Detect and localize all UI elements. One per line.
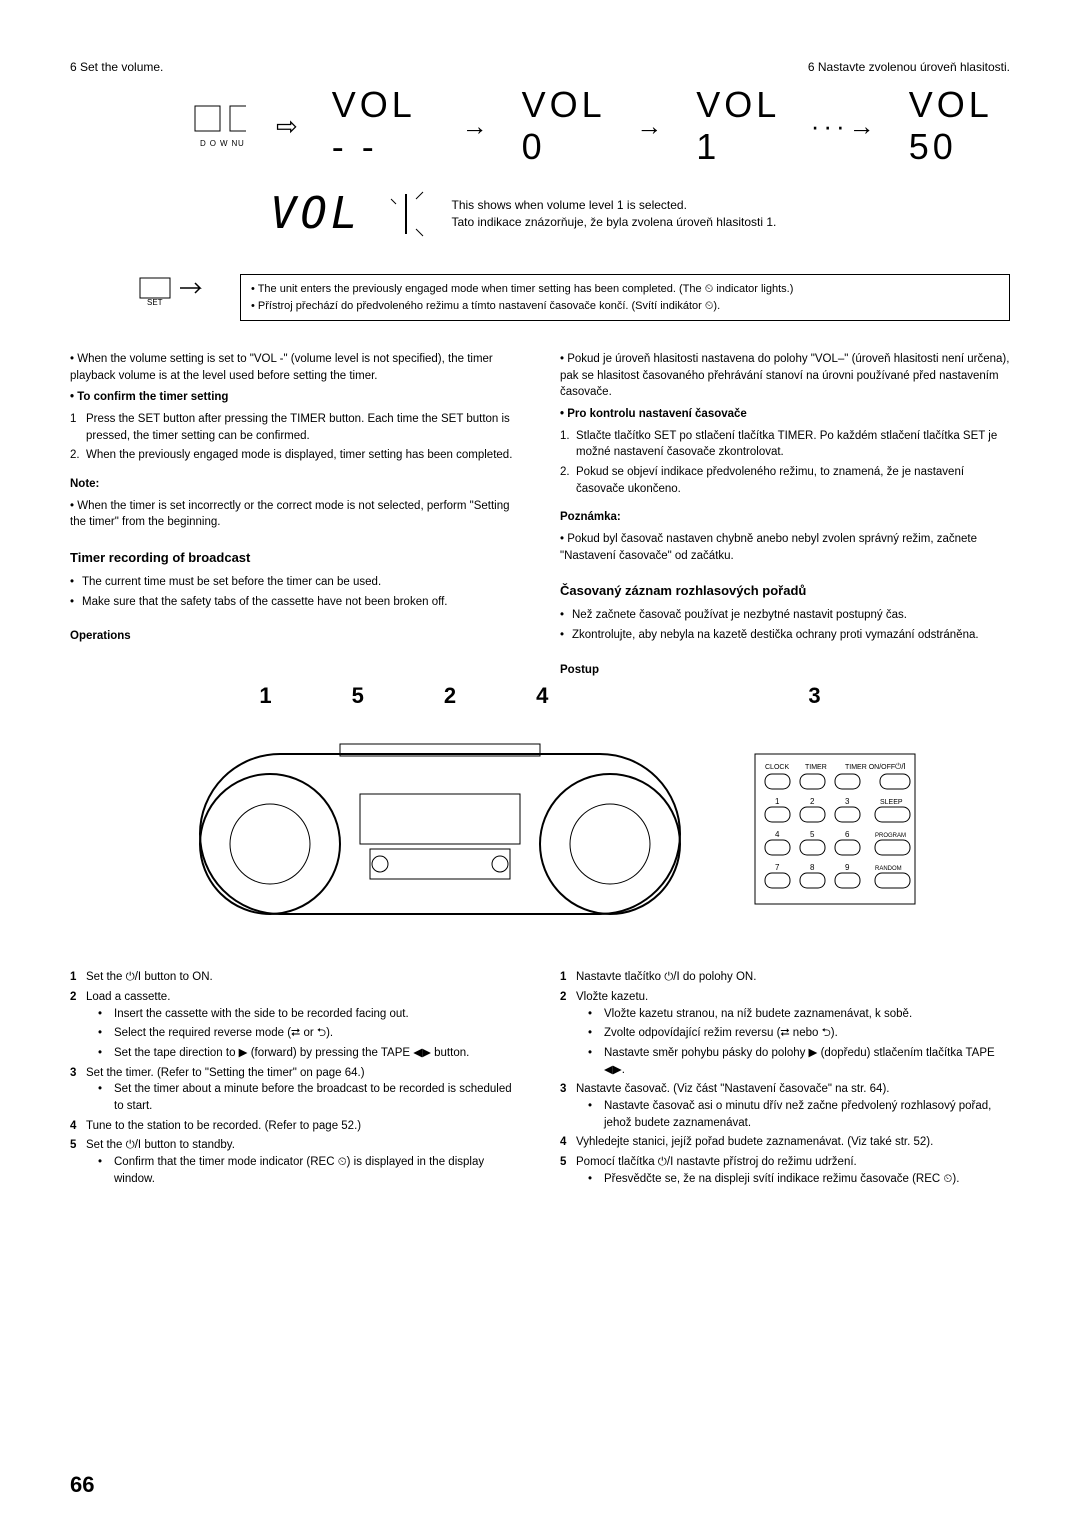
left-note-h: Note: <box>70 476 520 493</box>
vol-indicator-icon <box>381 189 431 239</box>
right-note-h: Poznámka: <box>560 509 1010 526</box>
rs4: Vyhledejte stanici, jejíž pořad budete z… <box>576 1136 933 1148</box>
step-6-right: 6 Nastavte zvolenou úroveň hlasitosti. <box>808 60 1010 74</box>
device-diagram-section: 1 5 2 4 3 CLOCK TIMER TIMER ON/OFF⏻/I 1 2 3 S… <box>70 683 1010 939</box>
ls5a: Confirm that the timer mode indicator (R… <box>98 1154 520 1187</box>
page-number: 66 <box>70 1472 94 1498</box>
right-ops: Postup <box>560 662 1010 679</box>
left-b2: Make sure that the safety tabs of the ca… <box>70 594 520 611</box>
left-l1: 1Press the SET button after pressing the… <box>70 411 520 444</box>
dn-1: 1 <box>259 683 271 709</box>
left-steps: 1Set the ⏻/I button to ON. 2Load a casse… <box>70 969 520 1190</box>
right-h2: Časovaný záznam rozhlasových pořadů <box>560 582 1010 601</box>
ls2a: Insert the cassette with the side to be … <box>98 1006 520 1023</box>
right-l1: 1.Stlačte tlačítko SET po stlačení tlačí… <box>560 428 1010 461</box>
svg-text:RANDOM: RANDOM <box>875 866 902 872</box>
right-column: • Pokud je úroveň hlasitosti nastavena d… <box>560 351 1010 683</box>
right-b2: Zkontrolujte, aby nebyla na kazetě desti… <box>560 627 1010 644</box>
dn-4: 4 <box>536 683 548 709</box>
rs2c: Nastavte směr pohybu pásky do polohy ▶ (… <box>588 1045 1010 1078</box>
left-ops: Operations <box>70 628 520 645</box>
left-b1: The current time must be set before the … <box>70 574 520 591</box>
rs2b: Zvolte odpovídající režim reversu (⮂ neb… <box>588 1025 1010 1042</box>
ls2b: Select the required reverse mode (⮂ or ⮌… <box>98 1025 520 1042</box>
svg-text:8: 8 <box>810 863 815 872</box>
right-h1: • Pro kontrolu nastavení časovače <box>560 406 1010 423</box>
svg-text:UP: UP <box>238 139 246 148</box>
left-column: • When the volume setting is set to "VOL… <box>70 351 520 683</box>
rs2: Vložte kazetu. <box>576 991 648 1003</box>
svg-text:CLOCK: CLOCK <box>765 764 789 771</box>
mode-note-box: • The unit enters the previously engaged… <box>240 274 1010 321</box>
svg-text:4: 4 <box>775 830 780 839</box>
svg-text:5: 5 <box>810 830 815 839</box>
right-steps: 1Nastavte tlačítko ⏻/I do polohy ON. 2Vl… <box>560 969 1010 1190</box>
dn-2: 2 <box>444 683 456 709</box>
svg-text:3: 3 <box>845 797 850 806</box>
buttons-icon: DOWNUP <box>190 101 246 151</box>
svg-text:PROGRAM: PROGRAM <box>875 833 906 839</box>
vol-caption-cz: Tato indikace znázorňuje, že byla zvolen… <box>451 214 776 231</box>
svg-text:2: 2 <box>810 797 815 806</box>
vol-label-1: VOL 0 <box>522 84 607 168</box>
ls4: Tune to the station to be recorded. (Ref… <box>86 1120 361 1132</box>
right-l2: 2.Pokud se objeví indikace předvoleného … <box>560 464 1010 497</box>
step-6-left: 6 Set the volume. <box>70 60 163 74</box>
rs3a: Nastavte časovač asi o minutu dřív než z… <box>588 1098 1010 1131</box>
box-line1: • The unit enters the previously engaged… <box>251 281 999 298</box>
svg-text:DOWN: DOWN <box>200 139 241 148</box>
left-l2: 2.When the previously engaged mode is di… <box>70 447 520 464</box>
rs5: Pomocí tlačítka ⏻/I nastavte přístroj do… <box>576 1156 857 1168</box>
vol-label-3: VOL 50 <box>909 84 1010 168</box>
left-h1: • To confirm the timer setting <box>70 389 520 406</box>
vol-big: VOL <box>270 188 361 239</box>
right-note: • Pokud byl časovač nastaven chybně aneb… <box>560 531 1010 564</box>
dn-5: 5 <box>352 683 364 709</box>
left-h2: Timer recording of broadcast <box>70 549 520 568</box>
left-note: • When the timer is set incorrectly or t… <box>70 498 520 531</box>
vol-caption-en: This shows when volume level 1 is select… <box>451 197 776 214</box>
ls2c: Set the tape direction to ▶ (forward) by… <box>98 1045 520 1062</box>
remote-panel-illustration: CLOCK TIMER TIMER ON/OFF⏻/I 1 2 3 SLEEP 4 5 6 PR… <box>750 749 920 909</box>
svg-text:⏻/I: ⏻/I <box>895 762 906 771</box>
svg-text:6: 6 <box>845 830 850 839</box>
svg-text:SLEEP: SLEEP <box>880 799 903 806</box>
right-p1: • Pokud je úroveň hlasitosti nastavena d… <box>560 351 1010 401</box>
svg-text:TIMER ON/OFF: TIMER ON/OFF <box>845 764 895 771</box>
boombox-illustration <box>160 734 720 924</box>
right-b1: Než začnete časovač používat je nezbytné… <box>560 607 1010 624</box>
vol-label-0: VOL - - <box>332 84 432 168</box>
volume-diagram: DOWNUP ⇨ VOL - - → VOL 0 → VOL 1 ···→ VO… <box>70 84 1010 321</box>
set-button-icon: SET <box>130 263 210 313</box>
box-line2: • Přístroj přechází do předvoleného reži… <box>251 298 999 315</box>
svg-text:1: 1 <box>775 797 780 806</box>
vol-label-2: VOL 1 <box>696 84 781 168</box>
rs3: Nastavte časovač. (Viz část "Nastavení č… <box>576 1083 889 1095</box>
svg-text:7: 7 <box>775 863 780 872</box>
svg-text:TIMER: TIMER <box>805 764 827 771</box>
rs1: Nastavte tlačítko ⏻/I do polohy ON. <box>576 971 756 983</box>
rs2a: Vložte kazetu stranou, na níž budete zaz… <box>588 1006 1010 1023</box>
ls3a: Set the timer about a minute before the … <box>98 1081 520 1114</box>
rs5a: Přesvědčte se, že na displeji svítí indi… <box>588 1171 1010 1188</box>
svg-text:SET: SET <box>147 298 163 307</box>
ls5: Set the ⏻/I button to standby. <box>86 1139 235 1151</box>
ls3: Set the timer. (Refer to "Setting the ti… <box>86 1067 365 1079</box>
ls1: Set the ⏻/I button to ON. <box>86 971 213 983</box>
left-p1: • When the volume setting is set to "VOL… <box>70 351 520 384</box>
ls2: Load a cassette. <box>86 991 170 1003</box>
dn-3: 3 <box>808 683 820 709</box>
svg-text:9: 9 <box>845 863 850 872</box>
